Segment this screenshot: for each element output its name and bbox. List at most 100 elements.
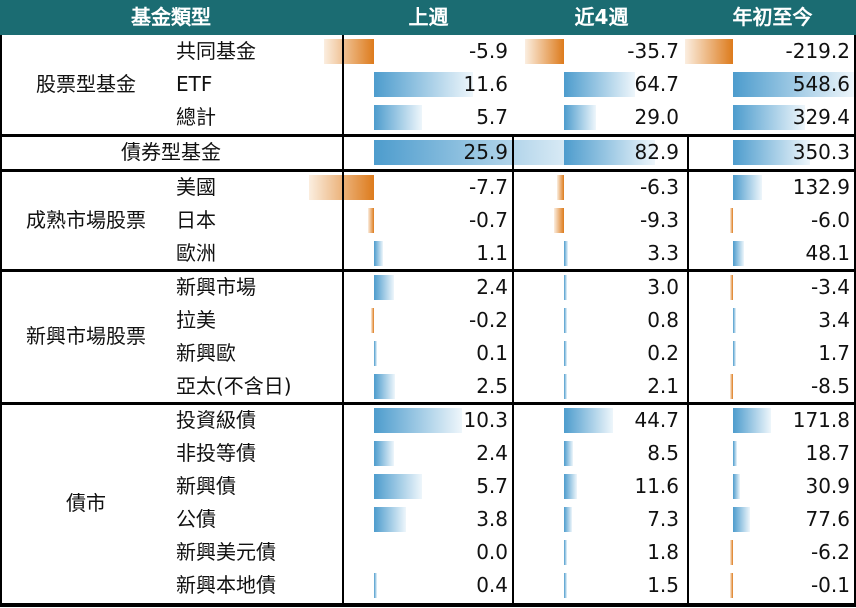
value-bar bbox=[557, 175, 564, 200]
value-bar bbox=[374, 275, 395, 300]
value-text: -0.1 bbox=[810, 573, 850, 597]
value-bar bbox=[733, 408, 771, 433]
value-text: 0.2 bbox=[647, 341, 679, 365]
value-bar bbox=[733, 341, 736, 366]
value-bar bbox=[684, 39, 733, 64]
value-bar bbox=[733, 105, 806, 130]
group-label: 新興市場股票 bbox=[26, 324, 146, 348]
value-text: 0.8 bbox=[647, 308, 679, 332]
value-text: 11.6 bbox=[634, 474, 679, 498]
value-text: 0.0 bbox=[476, 540, 508, 564]
row-label: 亞太(不含日) bbox=[176, 374, 292, 398]
row-label: 新興本地債 bbox=[176, 573, 276, 597]
value-text: 0.1 bbox=[476, 341, 508, 365]
value-bar bbox=[730, 374, 733, 399]
value-bar bbox=[564, 441, 574, 466]
row-separator bbox=[0, 603, 856, 607]
value-bar bbox=[374, 507, 407, 532]
value-text: 1.7 bbox=[818, 341, 850, 365]
row-label: 投資級債 bbox=[176, 408, 256, 432]
header-last-4-weeks: 近4週 bbox=[514, 0, 689, 35]
row-label: 日本 bbox=[176, 208, 216, 232]
row-separator bbox=[0, 134, 856, 137]
value-text: 3.4 bbox=[818, 308, 850, 332]
row-label: 新興市場 bbox=[176, 275, 256, 299]
column-separator bbox=[512, 136, 514, 603]
row-label: 非投等債 bbox=[176, 441, 256, 465]
row-separator bbox=[0, 169, 856, 172]
value-text: 350.3 bbox=[792, 140, 850, 164]
group-label: 債券型基金 bbox=[121, 140, 221, 164]
value-bar bbox=[374, 573, 378, 598]
value-text: -5.9 bbox=[468, 39, 508, 63]
row-label: 新興債 bbox=[176, 474, 236, 498]
value-text: 171.8 bbox=[792, 408, 850, 432]
row-label: 總計 bbox=[176, 105, 216, 129]
value-bar bbox=[564, 241, 568, 266]
value-text: -0.7 bbox=[468, 208, 508, 232]
value-bar bbox=[374, 341, 377, 366]
value-text: 3.0 bbox=[647, 275, 679, 299]
value-text: 5.7 bbox=[476, 105, 508, 129]
value-bar bbox=[524, 39, 564, 64]
value-text: 3.8 bbox=[476, 507, 508, 531]
value-text: 2.4 bbox=[476, 275, 508, 299]
value-text: -219.2 bbox=[785, 39, 850, 63]
value-text: 1.5 bbox=[647, 573, 679, 597]
value-text: 2.5 bbox=[476, 374, 508, 398]
value-bar bbox=[553, 208, 564, 233]
value-text: 30.9 bbox=[805, 474, 850, 498]
value-bar bbox=[564, 308, 567, 333]
value-text: 82.9 bbox=[634, 140, 679, 164]
value-bar bbox=[564, 105, 596, 130]
value-bar bbox=[733, 507, 751, 532]
group-label: 成熟市場股票 bbox=[26, 208, 146, 232]
value-text: 548.6 bbox=[792, 72, 850, 96]
value-bar bbox=[374, 241, 384, 266]
value-text: -6.3 bbox=[639, 175, 679, 199]
row-label: 拉美 bbox=[176, 308, 216, 332]
value-bar bbox=[564, 474, 577, 499]
value-bar bbox=[733, 441, 738, 466]
value-bar bbox=[564, 507, 573, 532]
value-bar bbox=[564, 540, 567, 565]
value-text: -9.3 bbox=[639, 208, 679, 232]
row-label: 新興美元債 bbox=[176, 540, 276, 564]
value-bar bbox=[733, 241, 744, 266]
value-bar bbox=[730, 573, 733, 598]
value-text: -35.7 bbox=[627, 39, 679, 63]
value-text: 25.9 bbox=[463, 140, 508, 164]
value-bar bbox=[564, 275, 568, 300]
value-bar bbox=[564, 374, 567, 399]
value-text: 44.7 bbox=[634, 408, 679, 432]
value-text: 77.6 bbox=[805, 507, 850, 531]
value-text: 29.0 bbox=[634, 105, 679, 129]
value-bar bbox=[374, 105, 423, 130]
value-text: -6.2 bbox=[810, 540, 850, 564]
header-ytd: 年初至今 bbox=[689, 0, 856, 35]
value-text: 0.4 bbox=[476, 573, 508, 597]
value-text: -3.4 bbox=[810, 275, 850, 299]
value-text: 1.1 bbox=[476, 241, 508, 265]
value-bar bbox=[564, 573, 567, 598]
value-text: 329.4 bbox=[792, 105, 850, 129]
value-text: 2.4 bbox=[476, 441, 508, 465]
value-bar bbox=[564, 72, 636, 97]
value-bar bbox=[733, 175, 763, 200]
row-label: ETF bbox=[176, 72, 213, 96]
value-text: 8.5 bbox=[647, 441, 679, 465]
value-bar bbox=[374, 474, 423, 499]
value-text: 64.7 bbox=[634, 72, 679, 96]
value-bar bbox=[733, 308, 736, 333]
value-bar bbox=[374, 441, 395, 466]
value-text: 48.1 bbox=[805, 241, 850, 265]
value-text: 18.7 bbox=[805, 441, 850, 465]
value-text: 10.3 bbox=[463, 408, 508, 432]
table-border-left bbox=[0, 35, 2, 607]
value-bar bbox=[323, 39, 374, 64]
value-bar bbox=[308, 175, 374, 200]
value-bar bbox=[368, 208, 374, 233]
value-bar bbox=[374, 140, 595, 165]
value-text: -0.2 bbox=[468, 308, 508, 332]
value-text: 7.3 bbox=[647, 507, 679, 531]
